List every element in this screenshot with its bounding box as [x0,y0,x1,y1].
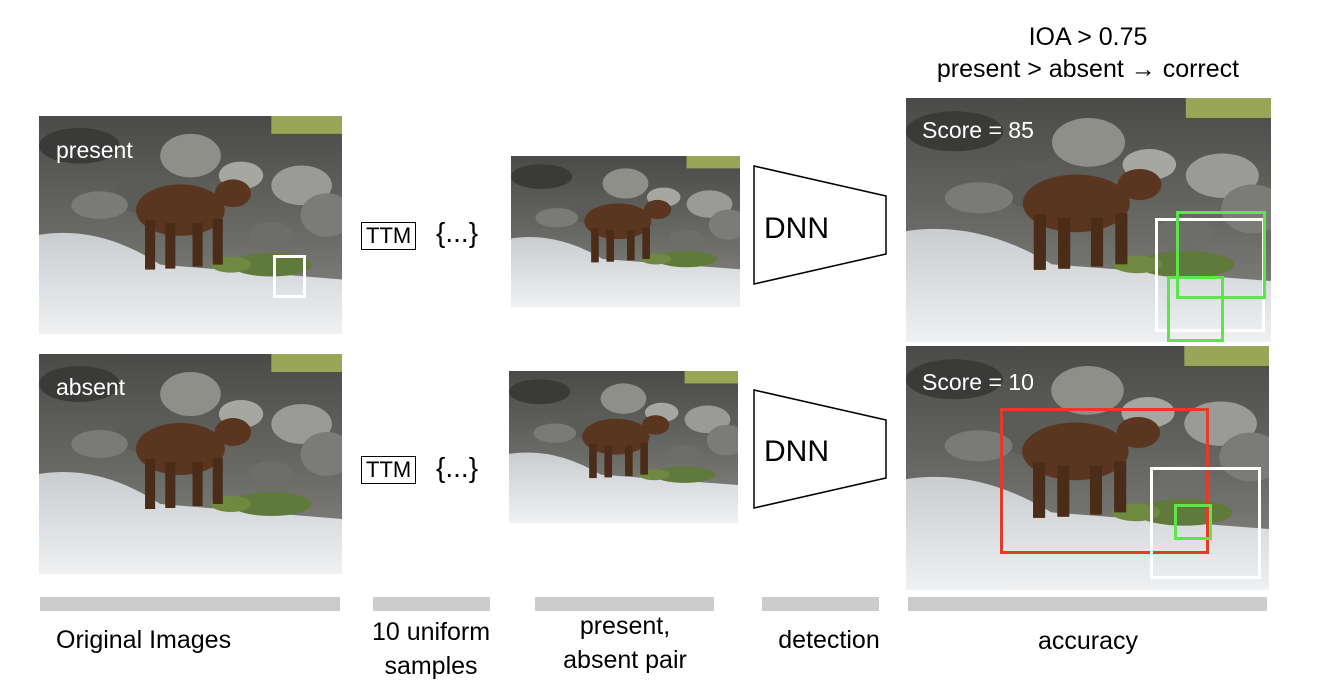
samples-brace-present: {...} [436,217,479,248]
accuracy-image-present [906,98,1271,342]
label-accuracy: accuracy [1037,627,1139,655]
occluder-box [273,255,306,298]
label-pair-line1: present, [579,612,671,640]
header-line1: IOA > 0.75 [1028,23,1148,51]
dnn-trapezoid-absent [753,389,887,509]
green-detection-box-small [1167,276,1224,342]
label-original-images: Original Images [56,626,232,654]
ttm-box-present: TTM [361,222,417,250]
samples-brace-absent: {...} [436,452,479,483]
stage-bar-detection [762,597,879,611]
white-detection-box [1150,467,1261,579]
dnn-label-present: DNN [764,212,829,245]
score-absent: Score = 10 [922,369,1034,395]
label-samples-line2: samples [384,652,478,680]
stage-bar-pair [535,597,714,611]
absent-label: absent [56,374,126,400]
pair-image-absent [509,371,738,523]
label-pair-line2: absent pair [563,646,687,674]
stage-bar-samples [373,597,490,611]
ttm-box-absent: TTM [361,456,417,484]
stage-bar-original [40,597,340,611]
red-detection-box [1000,408,1209,554]
header-line2: present > absent → correct [936,55,1240,83]
score-present: Score = 85 [922,117,1034,143]
dnn-trapezoid-present [753,165,887,285]
accuracy-image-absent [906,346,1269,590]
present-label: present [56,137,133,163]
label-detection: detection [778,626,880,654]
original-image-present [39,116,342,334]
stage-bar-accuracy [908,597,1267,611]
label-samples-line1: 10 uniform [371,618,491,646]
dnn-label-absent: DNN [764,435,829,468]
green-detection-box [1174,504,1212,540]
pair-image-present [511,156,740,307]
